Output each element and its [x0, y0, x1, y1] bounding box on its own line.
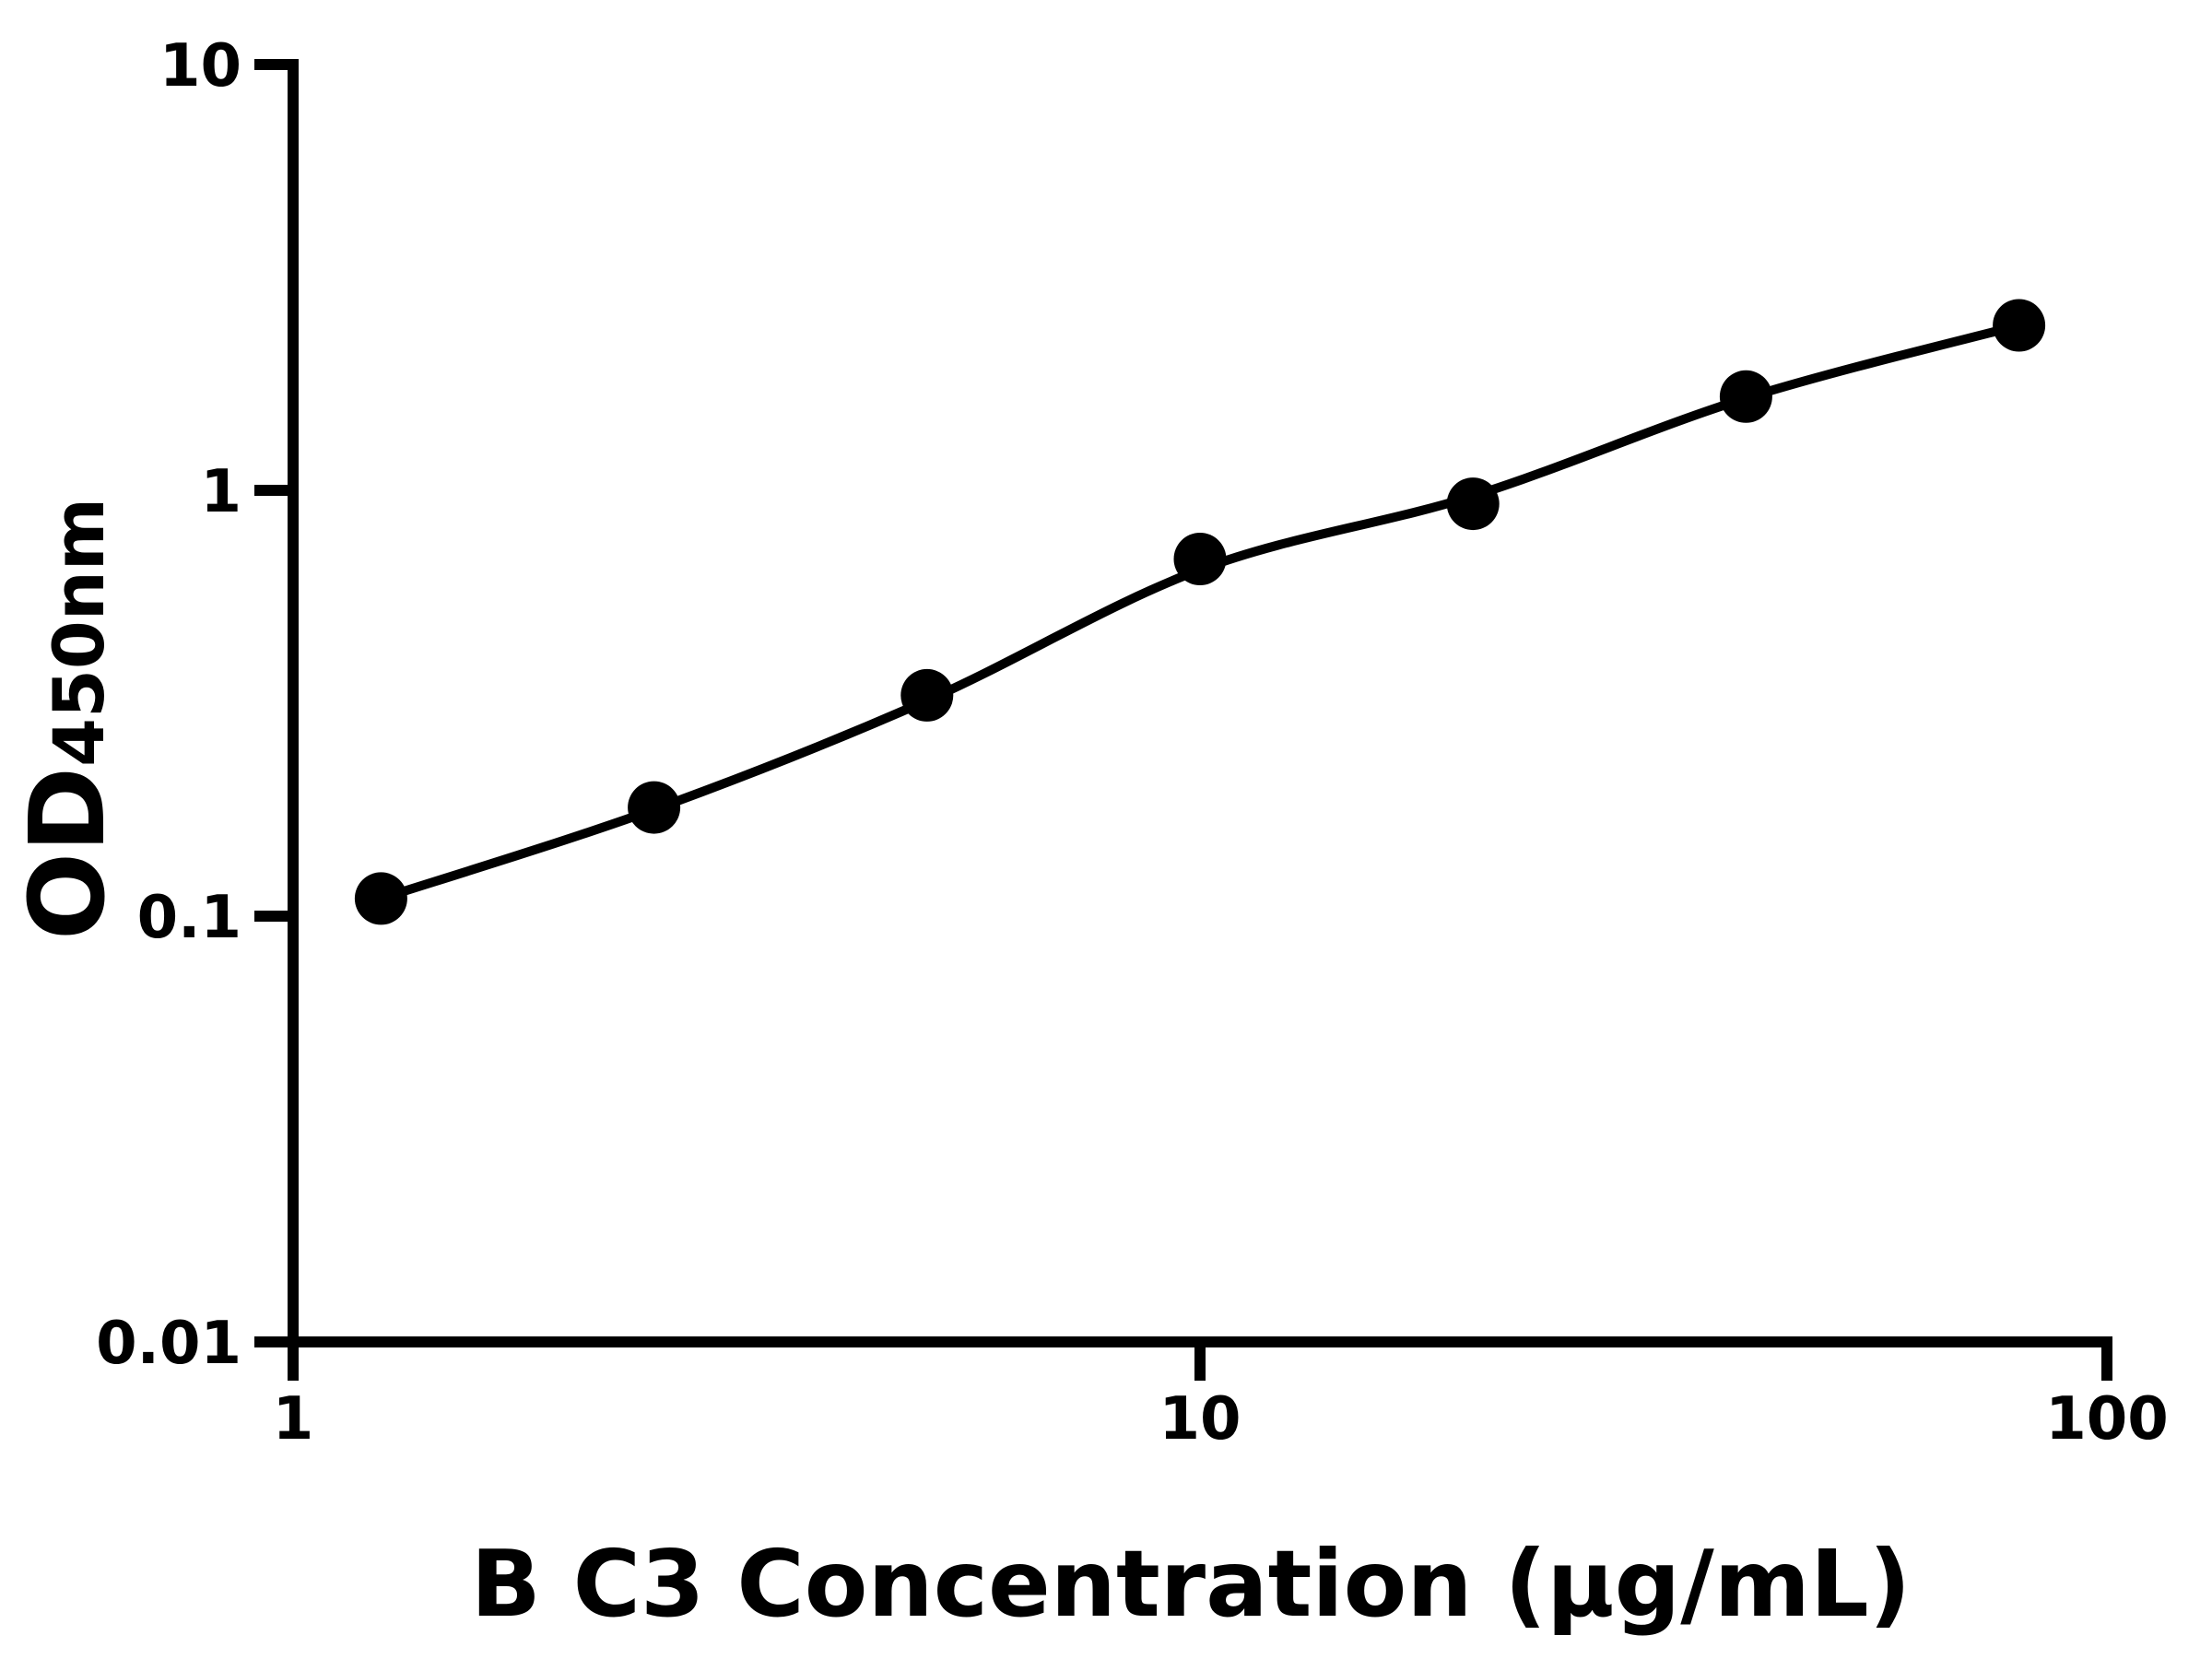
- data-point-marker: [628, 781, 681, 834]
- data-point-marker: [1719, 370, 1772, 423]
- data-point-marker: [1446, 477, 1500, 531]
- data-point-marker: [1993, 299, 2046, 352]
- curve-layer: [376, 321, 2024, 903]
- y-tick-label: 0.01: [96, 1310, 241, 1378]
- y-axis-title-subscript: 450nm: [38, 498, 120, 767]
- fit-curve-line: [376, 321, 2024, 903]
- y-tick-label: 1: [200, 458, 241, 526]
- data-point-marker: [354, 872, 407, 925]
- x-tick-label: 10: [1159, 1385, 1241, 1453]
- y-axis-title: OD450nm: [8, 498, 128, 940]
- y-axis-title-main: OD: [8, 767, 128, 940]
- data-point-marker: [900, 668, 954, 722]
- ticks-layer: 10 1 0.1 0.01 1 10 100: [96, 32, 2169, 1453]
- x-tick-label: 100: [2045, 1385, 2169, 1453]
- y-tick-label: 10: [159, 32, 241, 100]
- marker-layer: [354, 299, 2046, 925]
- data-point-marker: [1173, 533, 1227, 585]
- x-tick-label: 1: [273, 1385, 314, 1453]
- axes-spines: [288, 59, 2112, 1380]
- y-tick-label: 0.1: [137, 884, 241, 952]
- x-axis-title: B C3 Concentration (μg/mL): [471, 1530, 1912, 1638]
